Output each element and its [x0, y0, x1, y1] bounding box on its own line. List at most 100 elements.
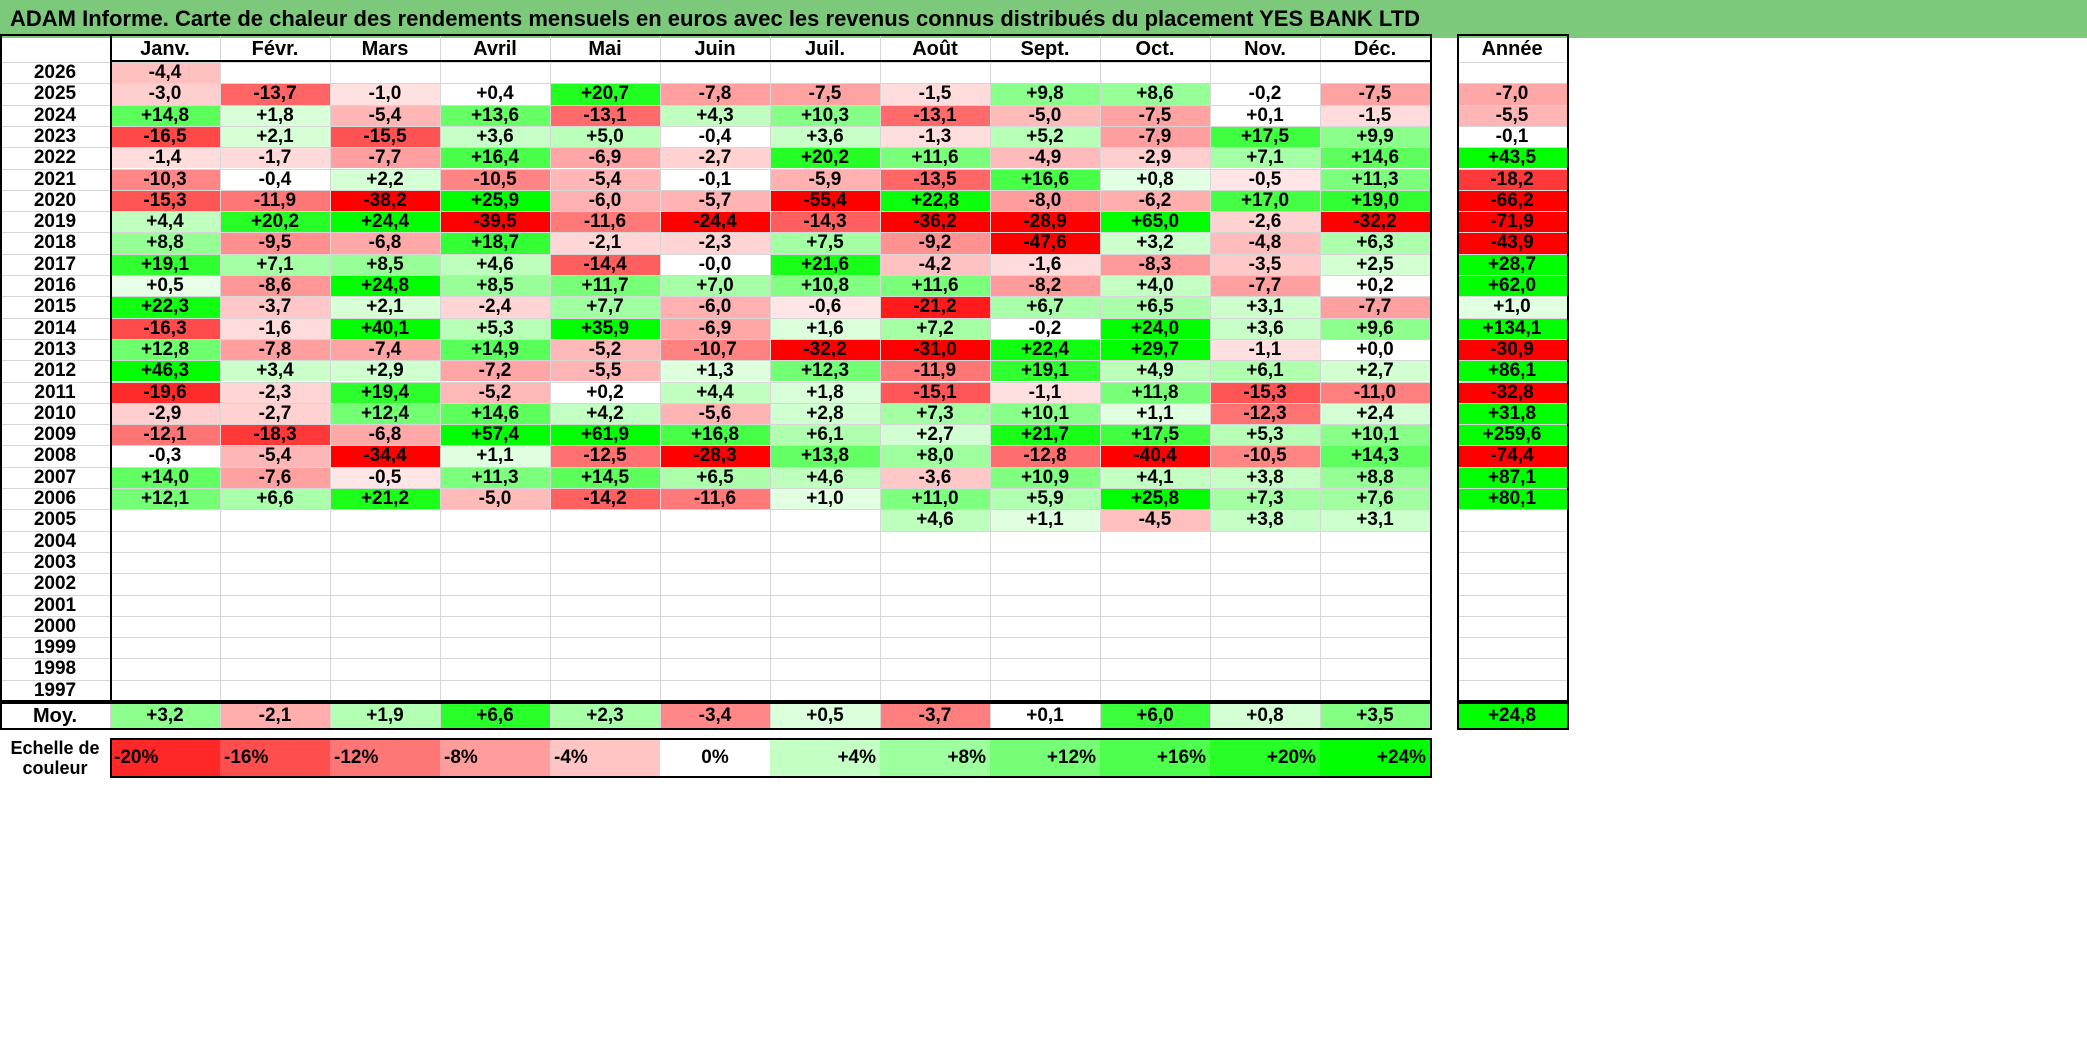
heat-cell: -40,4: [1100, 445, 1210, 467]
annual-cell: -74,4: [1457, 445, 1567, 467]
grid-row-line: [1457, 402, 1567, 404]
heat-cell: [220, 615, 330, 638]
page-title: ADAM Informe. Carte de chaleur des rende…: [0, 0, 2087, 38]
avg-col-line: [770, 704, 771, 728]
grid-col-line: [990, 36, 991, 701]
heat-cell: -1,3: [880, 125, 990, 148]
avg-col-line: [440, 704, 441, 728]
heat-cell: -9,2: [880, 232, 990, 254]
heat-cell: +14,3: [1320, 445, 1430, 467]
heat-cell: -28,9: [990, 211, 1100, 233]
heat-cell: [110, 594, 220, 616]
annual-cell: [1457, 637, 1567, 659]
annual-cell: [1457, 530, 1567, 552]
heat-cell: [440, 679, 550, 701]
year-label: 2003: [33, 551, 77, 573]
heat-cell: -7,7: [1320, 296, 1430, 318]
heat-cell: -5,7: [660, 189, 770, 212]
heat-cell: -2,6: [1210, 211, 1320, 233]
heat-cell: +6,7: [990, 296, 1100, 318]
annual-cell: [1457, 573, 1567, 595]
annual-cell: +87,1: [1457, 466, 1567, 488]
heat-cell: +20,2: [770, 147, 880, 169]
heat-cell: [1210, 658, 1320, 680]
year-label: 2013: [33, 338, 77, 360]
avg-col-line: [220, 704, 221, 728]
year-label: 1997: [33, 679, 77, 701]
average-cell: +0,5: [770, 704, 880, 728]
heat-cell: [110, 573, 220, 595]
grid-row-line: [0, 445, 1430, 447]
heat-cell: +5,9: [990, 488, 1100, 510]
heat-cell: [1320, 615, 1430, 638]
grid-row-line: [1457, 551, 1567, 553]
heat-cell: -4,8: [1210, 232, 1320, 254]
annual-cell: [1457, 658, 1567, 680]
grid-row-line: [0, 296, 1430, 298]
heat-cell: +7,5: [770, 232, 880, 254]
year-label: 2011: [34, 381, 76, 403]
avg-col-line: [660, 704, 661, 728]
annual-cell: -0,1: [1457, 125, 1567, 148]
heat-cell: -15,3: [1210, 381, 1320, 403]
heat-cell: -12,5: [550, 445, 660, 467]
year-label: 2022: [33, 147, 77, 169]
heat-cell: -8,0: [990, 189, 1100, 212]
heat-cell: -7,5: [770, 83, 880, 105]
heat-cell: [220, 530, 330, 552]
heat-cell: [880, 594, 990, 616]
heat-cell: [330, 573, 440, 595]
heat-cell: +7,2: [880, 317, 990, 339]
grid-row-line: [1457, 381, 1567, 383]
heat-cell: +6,5: [660, 466, 770, 488]
heat-cell: -4,2: [880, 253, 990, 275]
heat-cell: +7,6: [1320, 488, 1430, 510]
heat-cell: -6,8: [330, 232, 440, 254]
heat-cell: +10,1: [1320, 424, 1430, 446]
heat-cell: [660, 509, 770, 531]
grid-row-line: [0, 658, 1430, 660]
heat-cell: +2,8: [770, 402, 880, 425]
year-label: 2008: [33, 445, 77, 467]
average-cell: +6,6: [440, 704, 550, 728]
heat-cell: [1320, 62, 1430, 84]
heat-cell: -1,5: [880, 83, 990, 105]
annual-cell: -5,5: [1457, 104, 1567, 126]
heat-cell: +2,7: [880, 424, 990, 446]
heat-cell: -1,4: [110, 147, 220, 169]
heat-cell: [1320, 658, 1430, 680]
heat-cell: [1100, 551, 1210, 574]
year-label: 2002: [33, 573, 77, 595]
heat-cell: [1210, 62, 1320, 84]
heat-cell: -11,0: [1320, 381, 1430, 403]
heat-cell: -16,3: [110, 317, 220, 339]
heat-cell: [220, 62, 330, 84]
heat-cell: -9,5: [220, 232, 330, 254]
year-label: 2005: [33, 509, 77, 531]
heat-cell: +0,2: [1320, 275, 1430, 297]
avg-col-line: [1430, 704, 1431, 728]
heat-cell: [1100, 637, 1210, 659]
heat-cell: [330, 679, 440, 701]
heat-cell: [1100, 615, 1210, 638]
heat-cell: +8,0: [880, 445, 990, 467]
heat-cell: -7,5: [1100, 104, 1210, 126]
heat-cell: +5,2: [990, 125, 1100, 148]
scale-step: 0%: [660, 738, 770, 778]
heat-cell: -36,2: [880, 211, 990, 233]
heat-cell: -2,4: [440, 296, 550, 318]
year-label: 2009: [33, 424, 77, 446]
year-label: 2026: [33, 62, 77, 83]
heat-cell: -5,2: [550, 338, 660, 361]
grid-row-line: [1457, 296, 1567, 298]
heat-cell: +46,3: [110, 360, 220, 382]
heat-cell: -15,3: [110, 189, 220, 212]
heat-cell: -1,7: [220, 147, 330, 169]
average-cell: -3,4: [660, 704, 770, 728]
heat-cell: -3,6: [880, 466, 990, 488]
grid-row-line: [0, 275, 1430, 276]
heat-cell: +3,6: [440, 125, 550, 148]
month-header: Janv.: [140, 38, 190, 60]
heat-cell: +2,4: [1320, 402, 1430, 425]
annual-cell: -43,9: [1457, 232, 1567, 254]
